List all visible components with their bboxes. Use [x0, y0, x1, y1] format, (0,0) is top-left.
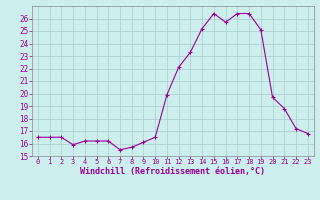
X-axis label: Windchill (Refroidissement éolien,°C): Windchill (Refroidissement éolien,°C) [80, 167, 265, 176]
